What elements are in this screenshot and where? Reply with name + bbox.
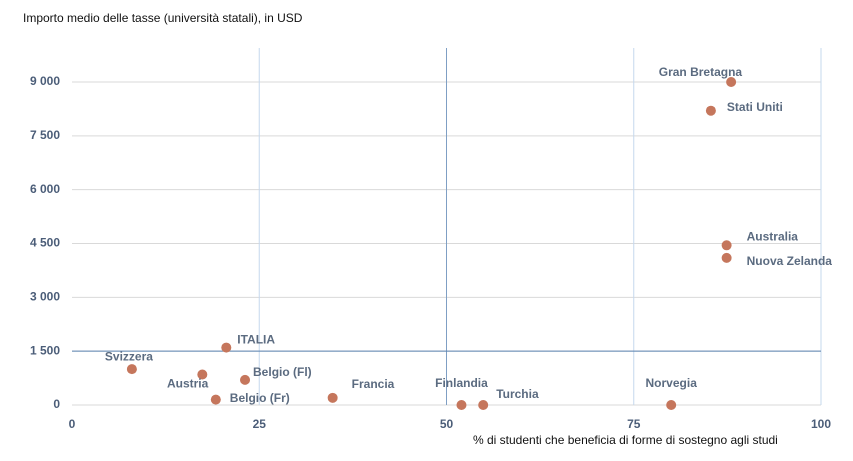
point-label: Stati Uniti — [727, 100, 783, 114]
point — [197, 369, 208, 380]
point-label: Austria — [167, 377, 209, 391]
y-tick-label: 1 500 — [30, 343, 60, 357]
y-tick-label: 9 000 — [30, 74, 60, 88]
x-axis-label: % di studenti che beneficia di forme di … — [473, 433, 778, 447]
point-label: Gran Bretagna — [659, 65, 743, 79]
x-tick-label: 75 — [627, 417, 641, 431]
point — [726, 77, 737, 87]
chart-title: Importo medio delle tasse (università st… — [23, 11, 303, 25]
point — [221, 342, 232, 353]
y-tick-label: 3 000 — [30, 290, 60, 304]
y-tick-label: 4 500 — [30, 236, 60, 250]
point-label: Francia — [352, 377, 395, 391]
point — [126, 364, 137, 375]
x-tick-label: 0 — [69, 417, 76, 431]
y-tick-label: 0 — [53, 397, 60, 411]
point — [721, 240, 732, 251]
x-tick-label: 100 — [811, 417, 831, 431]
point-label: Finlandia — [435, 376, 488, 390]
y-tick-label: 6 000 — [30, 182, 60, 196]
point — [721, 252, 732, 263]
point — [456, 400, 467, 410]
point — [210, 394, 221, 405]
point-label: Nuova Zelanda — [747, 254, 833, 268]
point — [327, 392, 338, 403]
point — [478, 400, 489, 410]
point — [705, 105, 716, 116]
point — [240, 374, 251, 385]
point-label: Norvegia — [646, 376, 698, 390]
point — [666, 400, 677, 410]
point-label: Belgio (Fl) — [253, 365, 312, 379]
x-tick-label: 25 — [253, 417, 267, 431]
x-tick-label: 50 — [440, 417, 454, 431]
point-label: Svizzera — [105, 349, 153, 363]
y-tick-label: 7 500 — [30, 128, 60, 142]
point-label: Australia — [747, 229, 799, 243]
point-label: ITALIA — [237, 333, 275, 347]
point-label: Turchia — [496, 387, 539, 401]
point-label: Belgio (Fr) — [230, 391, 290, 405]
